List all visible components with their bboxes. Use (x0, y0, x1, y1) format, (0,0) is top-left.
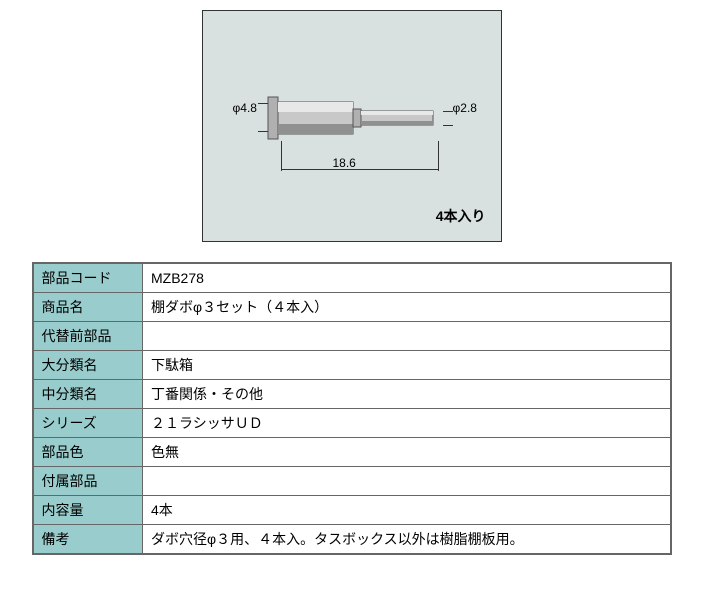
spec-table-body: 部品コード MZB278 商品名 棚ダボφ３セット（４本入） 代替前部品 大分類… (33, 263, 671, 554)
spec-label: 大分類名 (33, 351, 143, 380)
table-row: 部品色 色無 (33, 438, 671, 467)
spec-label: 付属部品 (33, 467, 143, 496)
table-row: 付属部品 (33, 467, 671, 496)
dim-right-label: φ2.8 (453, 101, 477, 115)
spec-value: 丁番関係・その他 (143, 380, 671, 409)
table-row: 中分類名 丁番関係・その他 (33, 380, 671, 409)
table-row: 代替前部品 (33, 322, 671, 351)
dim-arrow-tl (258, 103, 268, 104)
spec-value (143, 322, 671, 351)
table-row: シリーズ ２１ラシッサＵＤ (33, 409, 671, 438)
table-row: 商品名 棚ダボφ３セット（４本入） (33, 293, 671, 322)
dim-arrow-tr (443, 111, 453, 112)
dim-arrow-br (443, 125, 453, 126)
dim-witness-right (438, 141, 439, 171)
spec-value: ダボ穴径φ３用、４本入。タスボックス以外は樹脂棚板用。 (143, 525, 671, 555)
dim-arrow-bl (258, 131, 268, 132)
table-row: 備考 ダボ穴径φ３用、４本入。タスボックス以外は樹脂棚板用。 (33, 525, 671, 555)
shelf-pin-drawing (263, 91, 443, 151)
spec-value: MZB278 (143, 263, 671, 293)
spec-label: 備考 (33, 525, 143, 555)
spec-value (143, 467, 671, 496)
dim-bottom-label: 18.6 (333, 156, 356, 170)
qty-label: 4本入り (436, 206, 486, 226)
spec-label: 部品コード (33, 263, 143, 293)
dim-line-length (281, 169, 438, 170)
table-row: 部品コード MZB278 (33, 263, 671, 293)
spec-value: 色無 (143, 438, 671, 467)
spec-table: 部品コード MZB278 商品名 棚ダボφ３セット（４本入） 代替前部品 大分類… (32, 262, 672, 555)
spec-value: 棚ダボφ３セット（４本入） (143, 293, 671, 322)
spec-label: シリーズ (33, 409, 143, 438)
spec-label: 内容量 (33, 496, 143, 525)
table-row: 大分類名 下駄箱 (33, 351, 671, 380)
spec-label: 代替前部品 (33, 322, 143, 351)
table-row: 内容量 4本 (33, 496, 671, 525)
spec-label: 部品色 (33, 438, 143, 467)
spec-value: 4本 (143, 496, 671, 525)
spec-label: 中分類名 (33, 380, 143, 409)
spec-value: ２１ラシッサＵＤ (143, 409, 671, 438)
spec-label: 商品名 (33, 293, 143, 322)
dim-witness-left (281, 141, 282, 171)
spec-value: 下駄箱 (143, 351, 671, 380)
page-container: φ4.8 φ2.8 18.6 4本入り 部品コード MZB278 商品名 棚ダボ… (0, 0, 703, 608)
product-diagram: φ4.8 φ2.8 18.6 4本入り (202, 10, 502, 242)
dim-left-label: φ4.8 (233, 101, 257, 115)
